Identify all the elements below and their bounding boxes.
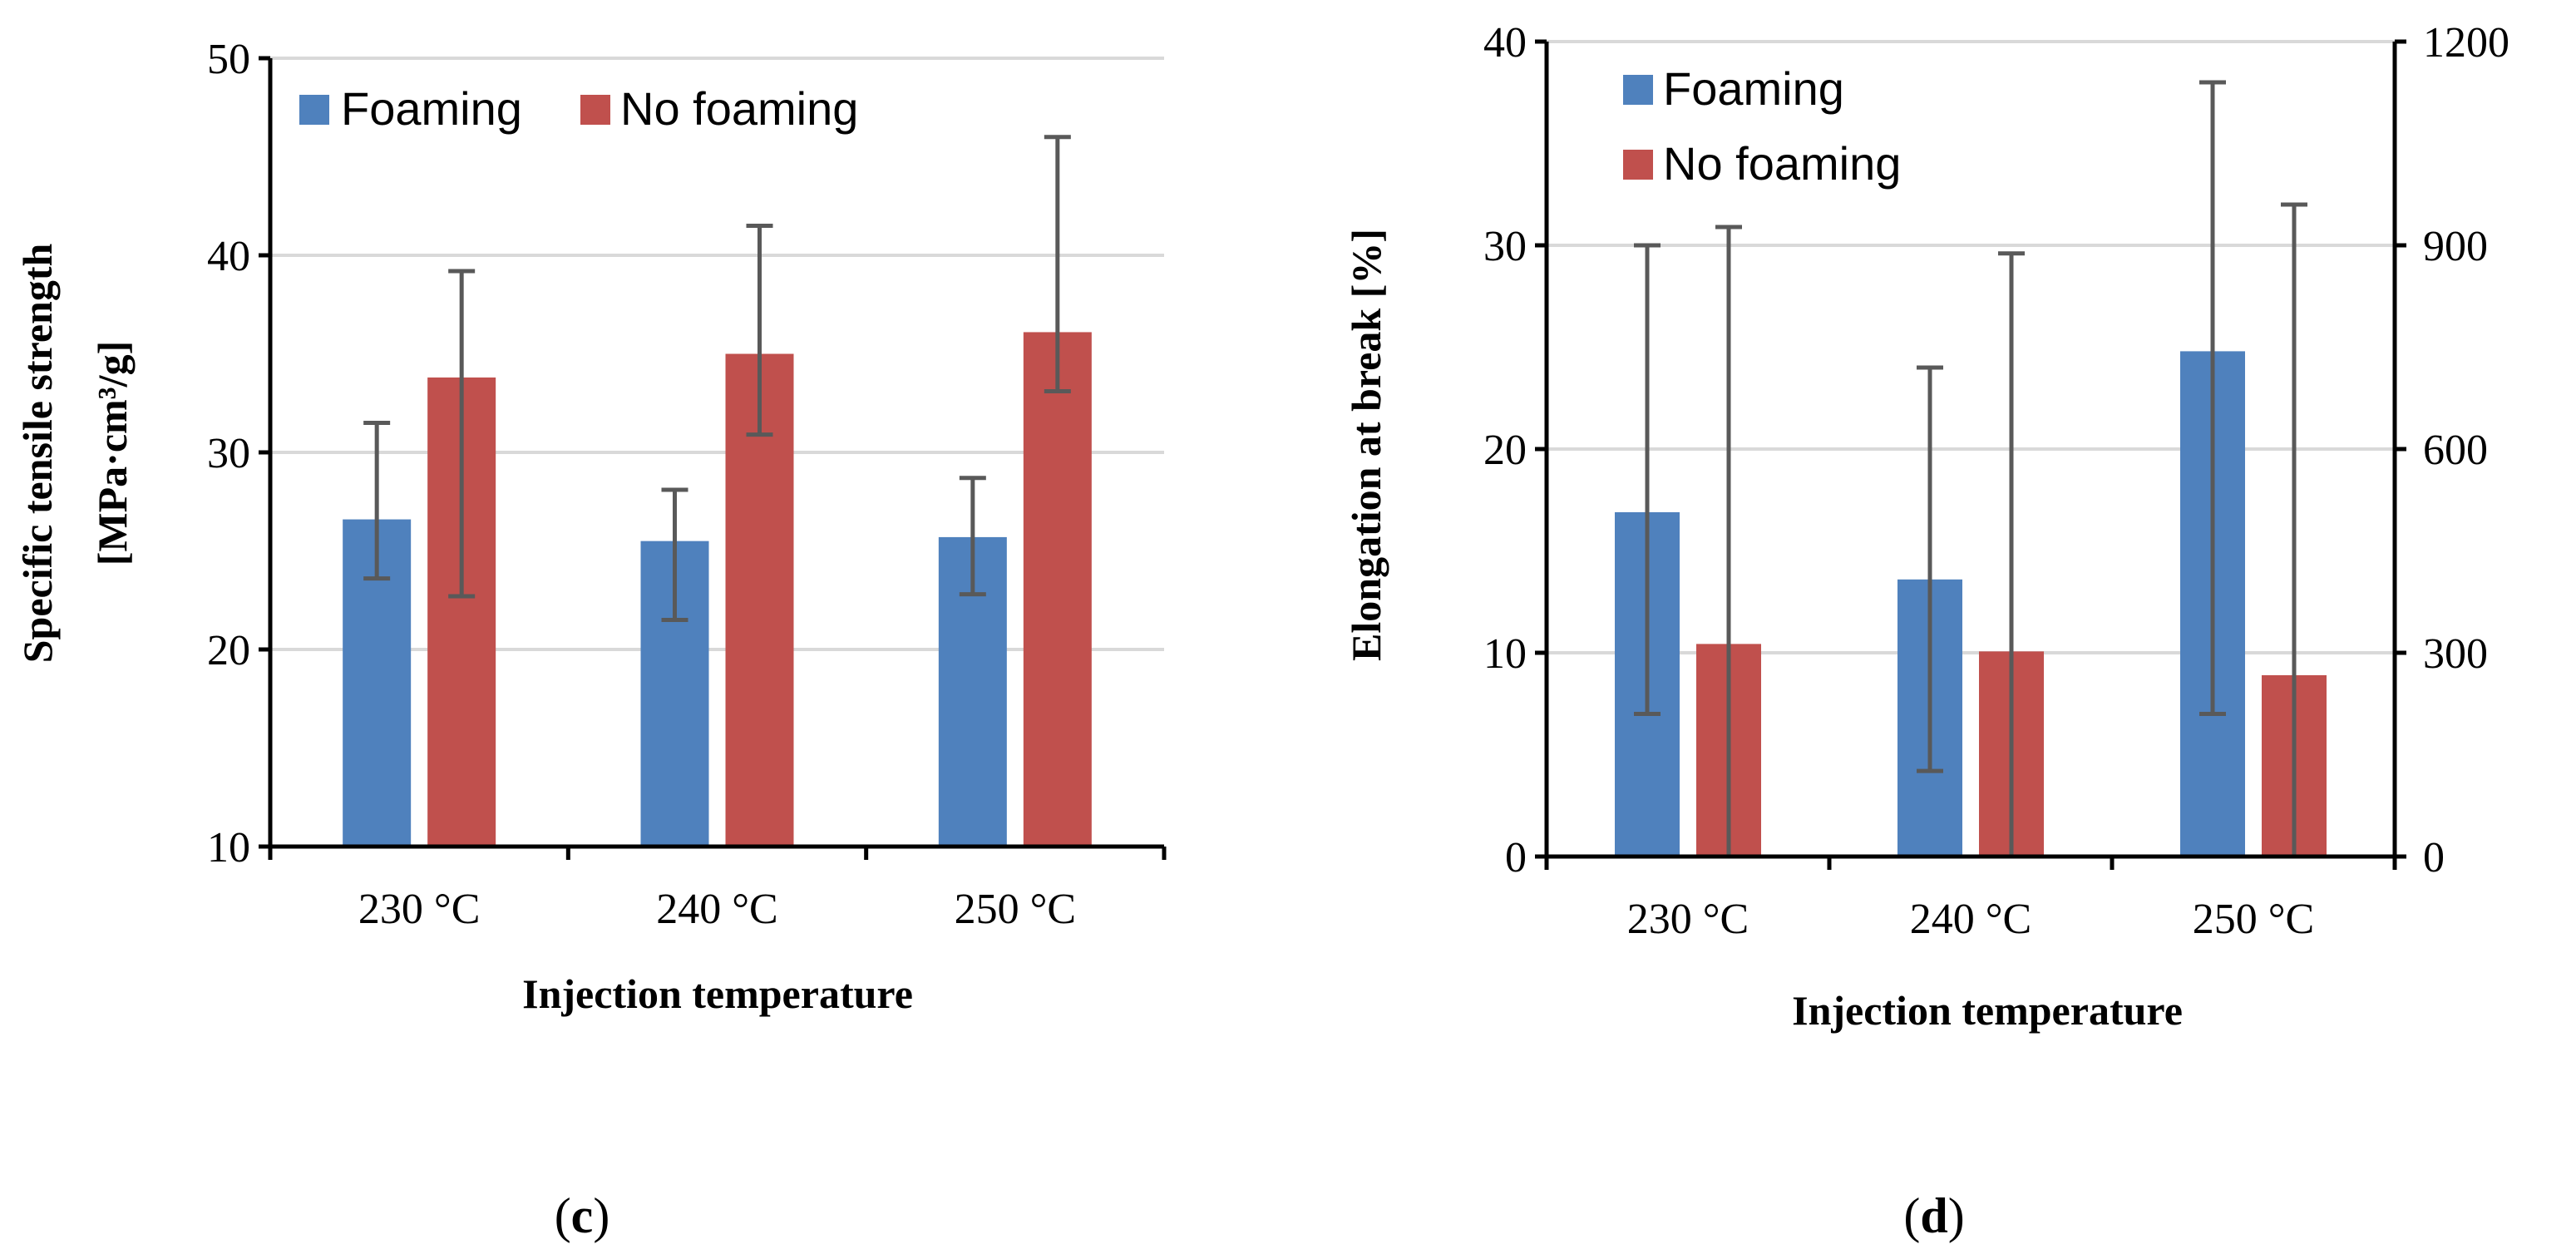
y-axis-title-d: Elongation at break [%] — [1343, 229, 1389, 661]
chart-c: 10 20 30 40 50 230 °C 240 °C 250 °C Injection … — [14, 36, 1167, 1243]
y-axis-units-c: [MPa·cm³/g] — [89, 341, 136, 565]
panel-label-c: (c) — [555, 1188, 610, 1243]
legend-swatch-no-foaming-d — [1623, 150, 1653, 180]
x-tick-label-d: 230 °C — [1627, 896, 1749, 943]
y-tick-label-d: 30 — [1483, 223, 1527, 270]
legend-c: Foaming No foaming — [299, 82, 858, 135]
y-tick-label-d: 0 — [1505, 834, 1527, 881]
x-axis-title-d: Injection temperature — [1792, 987, 2183, 1034]
chart-d: 0 10 20 30 40 0 300 600 900 1200 230 °C 240 °C 250… — [1343, 19, 2509, 1243]
y-axis-title-c: Specific tensile strength — [14, 244, 61, 664]
y2-tick-label-d: 600 — [2423, 427, 2488, 474]
x-tick-label-d: 240 °C — [1910, 896, 2031, 943]
y2-tick-label-d: 1200 — [2423, 19, 2509, 67]
legend-swatch-no-foaming-c — [580, 95, 610, 125]
legend-label-foaming-d: Foaming — [1663, 62, 1844, 115]
legend-swatch-foaming-c — [299, 95, 329, 125]
y-tick-label-c: 40 — [207, 233, 250, 280]
legend-label-no-foaming-d: No foaming — [1663, 137, 1901, 190]
x-axis-title-c: Injection temperature — [522, 970, 913, 1017]
legend-label-foaming-c: Foaming — [341, 82, 522, 135]
legend-d: Foaming No foaming — [1623, 62, 1901, 190]
y-tick-label-c: 50 — [207, 36, 250, 83]
x-tick-label-d: 250 °C — [2193, 896, 2314, 943]
y2-tick-label-d: 0 — [2423, 834, 2445, 881]
panel-label-d: (d) — [1903, 1188, 1964, 1243]
y-tick-label-c: 30 — [207, 430, 250, 477]
y2-tick-label-d: 300 — [2423, 630, 2488, 678]
y-tick-label-d: 10 — [1483, 630, 1527, 678]
x-tick-label-c: 230 °C — [358, 886, 480, 933]
y-tick-label-c: 20 — [207, 627, 250, 674]
legend-label-no-foaming-c: No foaming — [620, 82, 858, 135]
y2-tick-label-d: 900 — [2423, 223, 2488, 270]
legend-swatch-foaming-d — [1623, 75, 1653, 105]
y-tick-label-d: 40 — [1483, 19, 1527, 67]
y-tick-label-d: 20 — [1483, 427, 1527, 474]
bar-no-foaming-c-3 — [1023, 332, 1092, 847]
x-tick-label-c: 240 °C — [656, 886, 777, 933]
x-tick-label-c: 250 °C — [955, 886, 1076, 933]
y-tick-label-c: 10 — [207, 824, 250, 871]
